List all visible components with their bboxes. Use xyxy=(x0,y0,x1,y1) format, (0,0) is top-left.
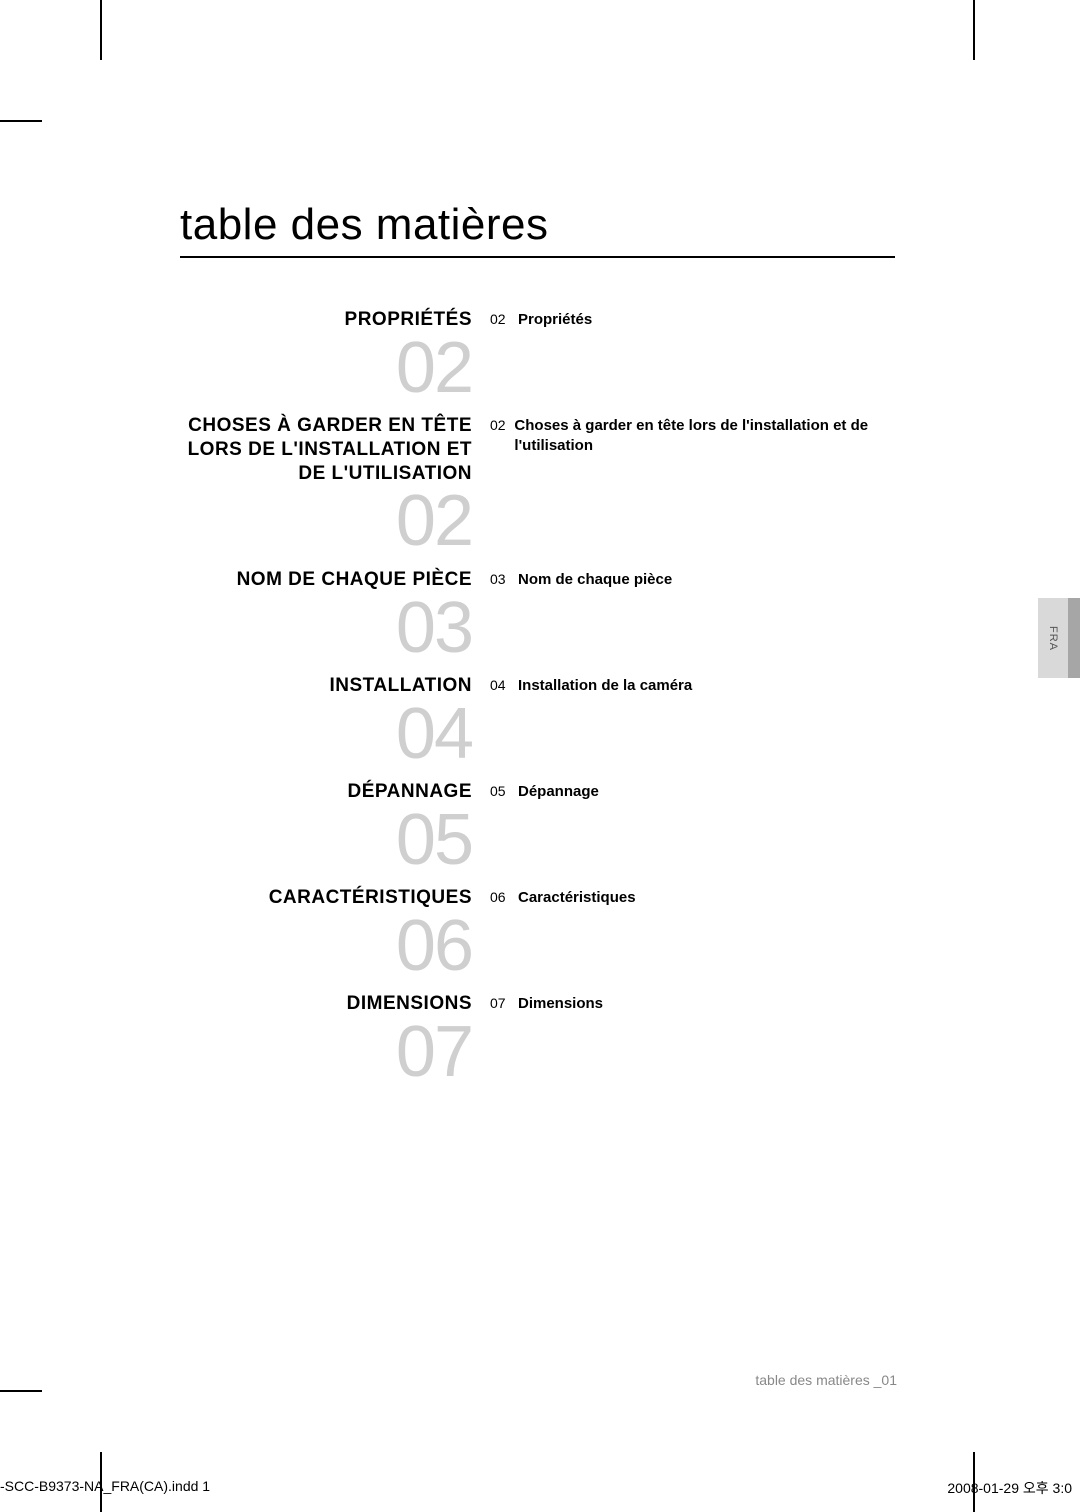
toc-left: NOM DE CHAQUE PIÈCE03 xyxy=(180,568,490,662)
toc-section-bignum: 02 xyxy=(180,487,472,555)
toc-page-number: 02 xyxy=(490,310,518,327)
toc-left: DIMENSIONS07 xyxy=(180,992,490,1086)
toc-row: CARACTÉRISTIQUES0606Caractéristiques xyxy=(180,886,895,980)
toc-left: DÉPANNAGE05 xyxy=(180,780,490,874)
language-tab: FRA xyxy=(1038,598,1080,678)
crop-mark xyxy=(0,120,42,122)
toc-row: NOM DE CHAQUE PIÈCE0303Nom de chaque piè… xyxy=(180,568,895,662)
toc-section-bignum: 03 xyxy=(180,594,472,662)
print-footer: -SCC-B9373-NA_FRA(CA).indd 1 2008-01-29 … xyxy=(0,1478,1080,1498)
toc-left: CHOSES À GARDER EN TÊTE LORS DE L'INSTAL… xyxy=(180,414,490,556)
print-footer-right: 2008-01-29 오후 3:0 xyxy=(947,1478,1072,1498)
toc-right: 05Dépannage xyxy=(490,780,895,802)
crop-mark xyxy=(0,1390,42,1392)
toc-section-desc: Propriétés xyxy=(518,310,592,330)
toc-page-number: 05 xyxy=(490,782,518,799)
toc-section-heading: CHOSES À GARDER EN TÊTE LORS DE L'INSTAL… xyxy=(180,414,472,485)
crop-mark xyxy=(973,0,975,60)
toc-section-bignum: 06 xyxy=(180,912,472,980)
toc-page-number: 07 xyxy=(490,994,518,1011)
toc-left: PROPRIÉTÉS02 xyxy=(180,308,490,402)
toc-section-bignum: 07 xyxy=(180,1018,472,1086)
toc-row: INSTALLATION0404Installation de la camér… xyxy=(180,674,895,768)
toc-row: DÉPANNAGE0505Dépannage xyxy=(180,780,895,874)
language-tab-label: FRA xyxy=(1047,626,1059,651)
print-footer-left: -SCC-B9373-NA_FRA(CA).indd 1 xyxy=(0,1478,210,1498)
page-title: table des matières xyxy=(180,200,895,258)
toc-row: DIMENSIONS0707Dimensions xyxy=(180,992,895,1086)
toc-page-number: 02 xyxy=(490,416,514,433)
toc-section-desc: Dimensions xyxy=(518,994,603,1014)
toc-section-bignum: 02 xyxy=(180,334,472,402)
toc-right: 07Dimensions xyxy=(490,992,895,1014)
toc-row: CHOSES À GARDER EN TÊTE LORS DE L'INSTAL… xyxy=(180,414,895,556)
toc-section-desc: Nom de chaque pièce xyxy=(518,570,672,590)
page-footer-label: table des matières _01 xyxy=(755,1372,897,1388)
toc-page-number: 03 xyxy=(490,570,518,587)
toc-right: 02Propriétés xyxy=(490,308,895,330)
toc-row: PROPRIÉTÉS0202Propriétés xyxy=(180,308,895,402)
toc-section-desc: Caractéristiques xyxy=(518,888,636,908)
toc-page-number: 06 xyxy=(490,888,518,905)
toc-section-bignum: 04 xyxy=(180,700,472,768)
toc-section-bignum: 05 xyxy=(180,806,472,874)
page-content: table des matières PROPRIÉTÉS0202Proprié… xyxy=(100,60,975,1452)
toc-left: CARACTÉRISTIQUES06 xyxy=(180,886,490,980)
toc-right: 06Caractéristiques xyxy=(490,886,895,908)
toc-section-desc: Dépannage xyxy=(518,782,599,802)
toc-right: 02Choses à garder en tête lors de l'inst… xyxy=(490,414,895,457)
toc-section-desc: Installation de la caméra xyxy=(518,676,692,696)
toc-right: 03Nom de chaque pièce xyxy=(490,568,895,590)
crop-mark xyxy=(100,0,102,60)
toc-right: 04Installation de la caméra xyxy=(490,674,895,696)
toc-page-number: 04 xyxy=(490,676,518,693)
toc-left: INSTALLATION04 xyxy=(180,674,490,768)
toc-section-desc: Choses à garder en tête lors de l'instal… xyxy=(514,416,895,457)
